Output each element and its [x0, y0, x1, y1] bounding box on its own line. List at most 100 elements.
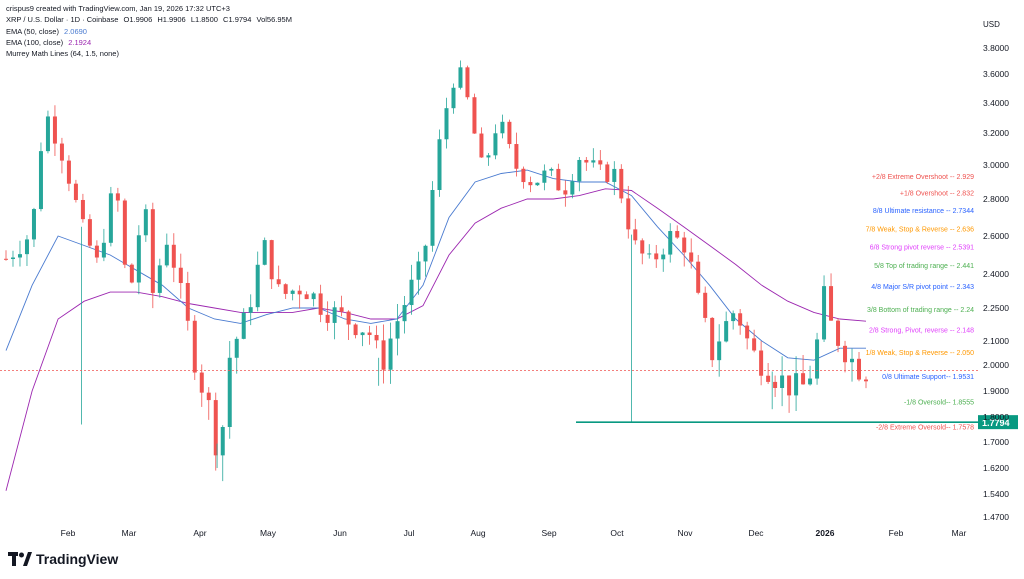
y-tick-label: 2.2500	[983, 303, 1009, 313]
candle-body	[367, 332, 372, 335]
murrey-line-label: 3/8 Bottom of trading range -- 2.24	[867, 307, 974, 314]
candle-body	[745, 325, 750, 339]
candle-body	[164, 244, 169, 266]
y-tick-label: 3.0000	[983, 160, 1009, 170]
y-tick-label: 2.6000	[983, 231, 1009, 241]
ema100-line	[5, 188, 867, 491]
x-tick-label: Sep	[541, 528, 556, 538]
tradingview-logo-icon	[8, 552, 32, 566]
candle-body	[486, 155, 491, 158]
candle-body	[31, 209, 36, 240]
y-tick-label: 1.7000	[983, 437, 1009, 447]
indicator-ema100[interactable]: EMA (100, close) 2.1924	[6, 38, 94, 47]
candle-body	[122, 200, 127, 265]
candle-body	[136, 235, 141, 283]
author-line: crispus9 created with TradingView.com, J…	[6, 4, 233, 13]
x-tick-label: Nov	[677, 528, 693, 538]
candle-body	[654, 253, 659, 260]
candle-body	[528, 182, 533, 186]
candle-body	[556, 168, 561, 191]
candle-body	[479, 133, 484, 158]
candle-body	[157, 265, 162, 293]
candle-body	[353, 324, 358, 336]
candle-body	[59, 143, 64, 161]
candle-body	[822, 286, 827, 340]
x-tick-label: Jul	[404, 528, 415, 538]
candle-body	[4, 258, 8, 260]
x-tick-label: Mar	[122, 528, 137, 538]
candle-body	[220, 426, 225, 456]
last-price-label: 1.7794	[982, 418, 1010, 428]
y-tick-label: 1.6200	[983, 463, 1009, 473]
candle-body	[318, 293, 323, 315]
y-tick-label: 1.9000	[983, 386, 1009, 396]
candle-body	[752, 338, 757, 351]
candle-body	[416, 261, 421, 280]
ema50-line	[5, 169, 866, 361]
currency-label: USD	[983, 20, 1000, 29]
tradingview-brand[interactable]: TradingView	[8, 551, 118, 567]
candle-body	[605, 164, 610, 182]
candle-body	[276, 279, 281, 285]
candle-body	[199, 372, 204, 393]
candle-body	[619, 168, 624, 199]
candle-body	[780, 375, 785, 388]
candle-body	[801, 373, 806, 385]
y-axis: 3.8000 3.6000 3.4000 3.2000 3.0000 2.8000 2.60…	[983, 43, 1009, 522]
candle-body	[850, 358, 855, 363]
symbol-name[interactable]: XRP / U.S. Dollar · 1D · Coinbase	[6, 15, 119, 24]
candle-body	[787, 375, 792, 396]
candle-body	[703, 292, 708, 318]
candle-body	[101, 242, 106, 258]
candle-body	[24, 239, 29, 255]
candle-body	[633, 229, 638, 241]
x-tick-label: May	[260, 528, 277, 538]
candle-body	[766, 375, 771, 382]
x-tick-label: Dec	[748, 528, 764, 538]
indicator-murrey[interactable]: Murrey Math Lines (64, 1.5, none)	[6, 49, 122, 58]
candle-body	[80, 199, 85, 220]
indicator-ema50[interactable]: EMA (50, close) 2.0690	[6, 27, 90, 36]
candle-body	[759, 350, 764, 376]
candle-body	[591, 160, 596, 163]
murrey-line-label: -1/8 Oversold-- 1.8555	[904, 400, 974, 407]
candle-body	[283, 284, 288, 294]
murrey-line-label: 0/8 Ultimate Support-- 1.9531	[882, 374, 974, 381]
candle-body	[332, 307, 337, 323]
candle-body	[38, 151, 43, 210]
candle-body	[864, 379, 868, 382]
candle-body	[213, 400, 218, 456]
candle-body	[311, 293, 316, 300]
candle-body	[423, 245, 428, 262]
y-tick-label: 1.5400	[983, 489, 1009, 499]
candle-body	[563, 190, 568, 195]
y-tick-label: 3.6000	[983, 69, 1009, 79]
murrey-line-label: +1/8 Overshoot -- 2.832	[900, 191, 974, 198]
candle-body	[710, 317, 715, 361]
indicator-label: EMA (50, close)	[6, 27, 59, 36]
candle-body	[115, 193, 120, 201]
indicator-label: Murrey Math Lines (64, 1.5, none)	[6, 49, 119, 58]
last-price-tag	[978, 415, 1018, 430]
murrey-line-label: +2/8 Extreme Overshoot -- 2.929	[872, 174, 974, 181]
candle-body	[815, 339, 820, 379]
candle-body	[612, 168, 617, 182]
ema50-path	[5, 169, 866, 361]
candle-body	[108, 193, 113, 243]
candle-body	[542, 170, 547, 183]
candle-body	[269, 240, 274, 280]
candle-body	[682, 237, 687, 253]
candle-body	[346, 311, 351, 325]
murrey-line-label: -2/8 Extreme Oversold-- 1.7578	[876, 425, 974, 432]
candle-body	[339, 307, 344, 312]
candle-body	[185, 283, 190, 321]
candle-body	[640, 240, 645, 254]
candle-body	[66, 160, 71, 184]
candle-body	[143, 209, 148, 236]
candle-body	[514, 144, 519, 169]
candle-body	[465, 67, 470, 98]
candle-body	[234, 338, 239, 358]
candle-body	[129, 264, 134, 283]
candle-body	[297, 290, 302, 295]
